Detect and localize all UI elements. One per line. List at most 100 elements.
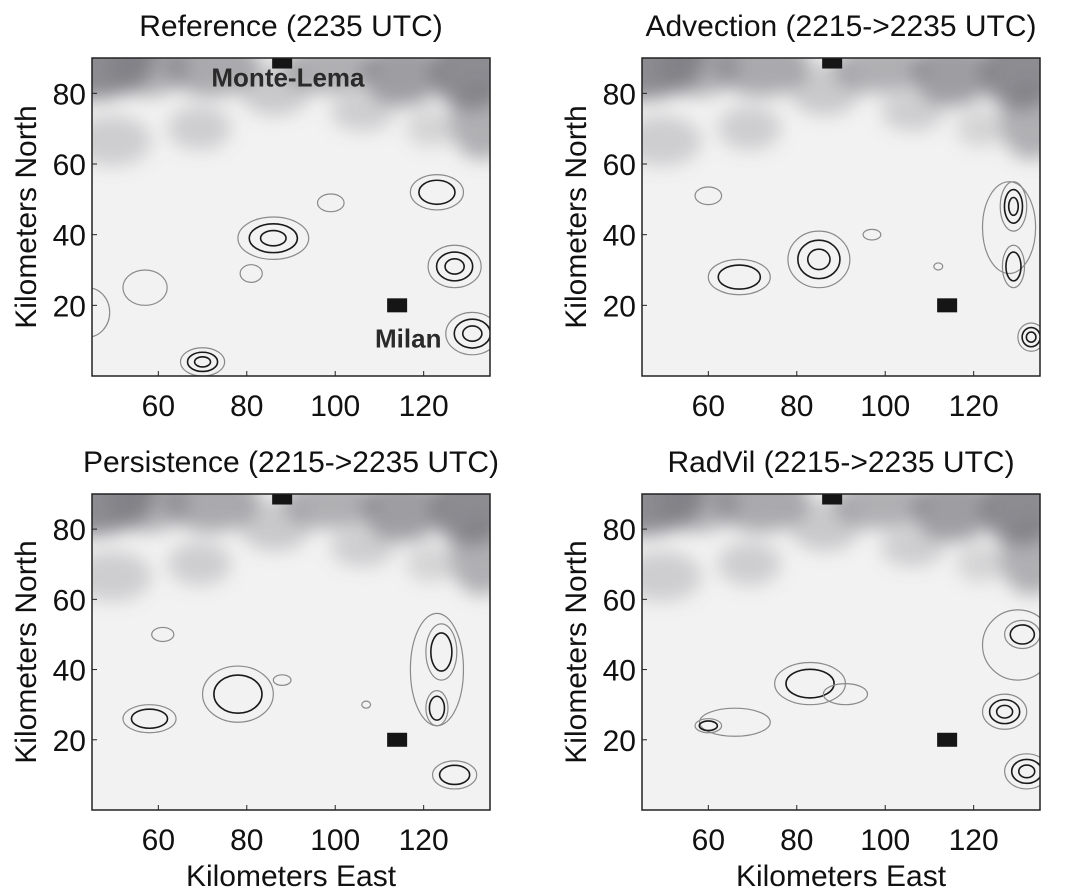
- terrain-background: [92, 58, 490, 376]
- contour-cells: [92, 173, 490, 376]
- contour-line: [425, 623, 458, 681]
- x-tick-label: 120: [949, 824, 999, 857]
- x-tick-label: 80: [230, 824, 263, 857]
- plot-frame: [641, 57, 1041, 377]
- y-tick-label: 40: [603, 655, 636, 688]
- contour-line: [213, 674, 263, 715]
- y-axis-label: Kilometers North: [10, 540, 43, 763]
- x-axis-label: Kilometers East: [736, 860, 947, 889]
- panel-title: Reference (2235 UTC): [139, 10, 442, 43]
- contour-line: [806, 248, 831, 271]
- y-tick-label: 20: [603, 290, 636, 323]
- contour-line: [787, 230, 851, 289]
- contour-line: [1021, 326, 1040, 348]
- contour-line: [186, 351, 219, 373]
- marker-monte-lema: [272, 58, 293, 69]
- y-axis-label: Kilometers North: [560, 540, 593, 763]
- contour-line: [822, 683, 869, 706]
- y-axis-label: Kilometers North: [10, 105, 43, 328]
- x-tick-label: 100: [310, 390, 360, 423]
- contour-line: [418, 179, 456, 206]
- contour-line: [461, 325, 483, 343]
- contour-line: [427, 244, 482, 289]
- contour-line: [1001, 244, 1026, 289]
- contour-line: [430, 632, 453, 672]
- contour-line: [453, 318, 490, 349]
- plot-frame: [91, 493, 491, 811]
- terrain-background: [92, 494, 490, 810]
- contour-line: [785, 668, 835, 699]
- contour-line: [122, 269, 168, 306]
- annotation-milan: Milan: [375, 324, 441, 354]
- terrain-background: [642, 58, 1040, 376]
- y-tick-label: 40: [603, 220, 636, 253]
- x-tick-label: 60: [142, 390, 175, 423]
- contour-cells: [694, 181, 1040, 352]
- contour-line: [694, 186, 723, 206]
- contour-line: [92, 287, 111, 338]
- contour-line: [445, 311, 490, 356]
- x-tick-label: 120: [949, 390, 999, 423]
- x-tick-label: 120: [399, 390, 449, 423]
- plot-frame: [641, 493, 1041, 811]
- panel-4: 60 80 100 120 20 40 60 80 RadVil (2215->2235 UTC…: [560, 446, 1041, 889]
- contour-line: [316, 193, 345, 213]
- contour-line: [409, 173, 465, 211]
- contour-line: [444, 258, 465, 275]
- marker-monte-lema: [822, 494, 843, 505]
- y-tick-label: 60: [53, 584, 86, 617]
- contour-line: [1007, 196, 1020, 217]
- marker-milan: [937, 298, 958, 313]
- contour-line: [193, 355, 212, 368]
- contour-line: [694, 718, 723, 734]
- y-tick-label: 20: [53, 290, 86, 323]
- contour-line: [1025, 331, 1037, 344]
- marker-milan: [387, 298, 408, 313]
- x-axis-label: Kilometers East: [186, 860, 397, 889]
- contour-line: [428, 695, 446, 721]
- marker-milan: [937, 732, 958, 747]
- y-tick-label: 40: [53, 655, 86, 688]
- contour-line: [1009, 624, 1036, 645]
- y-tick-label: 80: [53, 514, 86, 547]
- contour-line: [151, 626, 175, 643]
- contour-line: [237, 216, 310, 261]
- contour-line: [797, 239, 841, 280]
- y-tick-label: 80: [603, 514, 636, 547]
- contour-line: [999, 181, 1028, 232]
- contour-line: [361, 700, 372, 709]
- panel-3: 60 80 100 120 20 40 60 80 Persistence (2215->223…: [10, 446, 499, 889]
- marker-monte-lema: [272, 494, 293, 505]
- x-tick-label: 100: [310, 824, 360, 857]
- contour-line: [239, 264, 263, 283]
- contour-line: [1004, 753, 1040, 790]
- contour-line: [1003, 188, 1024, 225]
- y-tick-label: 60: [603, 149, 636, 182]
- panel-title: Persistence (2215->2235 UTC): [83, 446, 499, 479]
- x-tick-label: 120: [399, 824, 449, 857]
- y-tick-label: 60: [53, 149, 86, 182]
- y-tick-label: 80: [603, 78, 636, 111]
- contour-line: [698, 707, 771, 737]
- contour-line: [1010, 758, 1040, 785]
- panel-2: 60 80 100 120 20 40 60 80 Advection (2215->2235 …: [560, 10, 1041, 423]
- contour-line: [248, 222, 299, 254]
- x-tick-label: 60: [692, 824, 725, 857]
- y-tick-label: 80: [53, 78, 86, 111]
- contour-line: [130, 708, 169, 730]
- contour-line: [438, 764, 471, 786]
- contour-line: [259, 229, 287, 247]
- contour-line: [995, 704, 1014, 719]
- panel-title: RadVil (2215->2235 UTC): [667, 446, 1014, 479]
- y-tick-label: 60: [603, 584, 636, 617]
- contour-line: [981, 609, 1040, 681]
- y-axis-label: Kilometers North: [560, 105, 593, 328]
- plot-frame: [91, 57, 491, 377]
- contour-line: [179, 347, 226, 376]
- y-tick-label: 20: [53, 725, 86, 758]
- contour-line: [1017, 322, 1040, 352]
- x-tick-label: 60: [692, 390, 725, 423]
- contour-line: [425, 690, 449, 727]
- annotation-monte-lema: Monte-Lema: [211, 62, 365, 92]
